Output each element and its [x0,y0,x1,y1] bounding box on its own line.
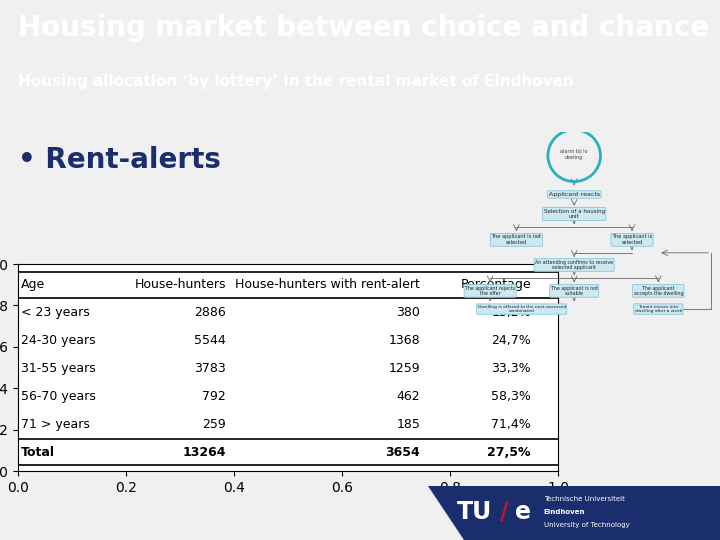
Text: 380: 380 [397,306,420,319]
Text: Selection of a housing
unit: Selection of a housing unit [544,208,605,219]
Text: Age: Age [21,278,45,291]
Text: TU: TU [457,500,492,524]
Text: 27,5%: 27,5% [487,446,531,459]
Text: 56-70 years: 56-70 years [21,390,96,403]
Text: 3783: 3783 [194,362,226,375]
Text: Dwelling is offered to the next-assessed
combinated: Dwelling is offered to the next-assessed… [477,305,566,313]
Text: 31-55 years: 31-55 years [21,362,96,375]
Text: 24,7%: 24,7% [491,334,531,347]
Text: 185: 185 [397,418,420,431]
Text: /: / [500,500,509,524]
Text: House-hunters with rent-alert: House-hunters with rent-alert [235,278,420,291]
Text: The applicant is not
selected: The applicant is not selected [491,234,541,245]
Text: • Rent-alerts: • Rent-alerts [18,146,221,174]
Text: The applicant rejects
the offer: The applicant rejects the offer [465,286,516,296]
Text: Total: Total [21,446,55,459]
Text: 13,2%: 13,2% [491,306,531,319]
Text: Tenant moves into
dwelling after a week: Tenant moves into dwelling after a week [634,305,682,313]
Text: House-hunters: House-hunters [135,278,226,291]
Text: 71,4%: 71,4% [491,418,531,431]
Text: 58,3%: 58,3% [491,390,531,403]
Polygon shape [576,0,720,116]
Text: 24-30 years: 24-30 years [21,334,95,347]
Text: 3654: 3654 [385,446,420,459]
Text: 462: 462 [397,390,420,403]
Text: < 23 years: < 23 years [21,306,89,319]
Text: Housing allocation ‘by lottery’ in the rental market of Eindhoven: Housing allocation ‘by lottery’ in the r… [18,75,574,89]
Text: alarm bij lo
deeling: alarm bij lo deeling [560,149,588,160]
Text: 13264: 13264 [182,446,226,459]
Text: University of Technology: University of Technology [544,522,629,528]
Text: 259: 259 [202,418,226,431]
Text: Eindhoven: Eindhoven [544,509,585,515]
Text: The applicant
accepts the dwelling: The applicant accepts the dwelling [634,286,683,296]
Text: The applicant is
selected: The applicant is selected [612,234,652,245]
Text: 1259: 1259 [389,362,420,375]
Text: 1368: 1368 [389,334,420,347]
Text: e: e [515,500,531,524]
Text: An attending confirms to receive
selected applicant: An attending confirms to receive selecte… [535,260,613,271]
Text: 71 > years: 71 > years [21,418,89,431]
Text: 5544: 5544 [194,334,226,347]
Text: 792: 792 [202,390,226,403]
Text: Percentage: Percentage [460,278,531,291]
Text: The applicant is not
suitable: The applicant is not suitable [551,286,598,296]
Text: Applicant reacts: Applicant reacts [549,192,600,197]
Text: Housing market between choice and chance: Housing market between choice and chance [18,14,709,42]
Polygon shape [428,486,720,540]
Text: Technische Universiteit: Technische Universiteit [544,496,624,502]
Text: 2886: 2886 [194,306,226,319]
Text: 33,3%: 33,3% [491,362,531,375]
